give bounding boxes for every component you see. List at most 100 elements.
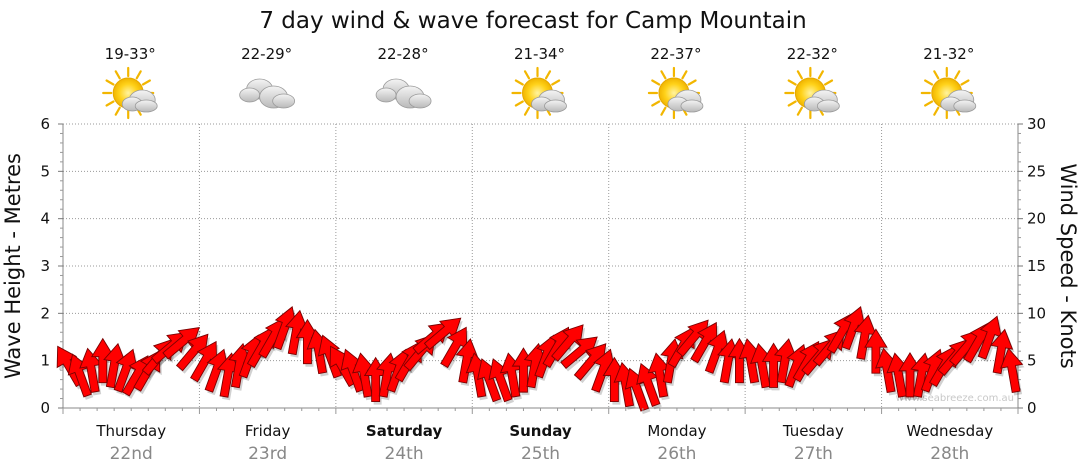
day-name-label: Tuesday xyxy=(782,422,844,440)
right-tick-label: 10 xyxy=(1027,304,1046,322)
sun-cloud-icon xyxy=(920,66,977,120)
sun-ray xyxy=(681,70,688,80)
cloud-puff xyxy=(239,87,261,103)
sun-ray xyxy=(817,70,824,80)
temperature-range-label: 22-37° xyxy=(650,45,701,63)
wind-arrow xyxy=(704,329,730,374)
sun-ray xyxy=(660,70,667,80)
day-name-label: Monday xyxy=(647,422,706,440)
sun-ray xyxy=(687,79,697,86)
cloud-icon xyxy=(239,78,296,109)
right-tick-label: 30 xyxy=(1027,115,1046,133)
temperature-range-label: 21-32° xyxy=(923,45,974,63)
right-tick-label: 0 xyxy=(1027,399,1037,417)
sun-ray xyxy=(523,70,531,80)
left-tick-label: 6 xyxy=(40,115,50,133)
sun-ray xyxy=(823,79,834,86)
day-date-label: 28th xyxy=(930,444,969,464)
sun-ray xyxy=(523,106,531,116)
right-tick-label: 15 xyxy=(1027,257,1046,275)
day-date-label: 23rd xyxy=(248,444,287,464)
wind-arrow xyxy=(285,309,309,356)
x-axis-day-labels: Thursday 22nd Friday 23rd Saturday 24th Sunday… xyxy=(62,408,1019,464)
sun-ray xyxy=(514,100,524,107)
wind-arrow xyxy=(162,327,200,360)
sun-cloud-icon xyxy=(102,66,158,120)
cloud-puff xyxy=(272,93,296,109)
temperature-range-label: 21-34° xyxy=(514,45,565,63)
sun-ray xyxy=(514,79,524,86)
cloud-puff xyxy=(680,99,704,113)
day-name-label: Wednesday xyxy=(906,422,993,440)
temperature-range-label: 22-28° xyxy=(378,45,429,63)
cloud-puff xyxy=(375,87,397,103)
wind-arrow xyxy=(841,306,866,351)
sun-ray xyxy=(954,70,961,80)
sun-ray xyxy=(135,70,142,80)
sun-cloud-icon xyxy=(511,66,567,120)
left-tick-label: 5 xyxy=(40,162,50,180)
wind-arrow xyxy=(440,326,468,369)
sun-ray xyxy=(651,100,661,107)
left-axis-label: Wave Height - Metres xyxy=(1,153,25,379)
sun-ray xyxy=(105,100,115,107)
right-tick-label: 25 xyxy=(1027,162,1046,180)
sun-ray xyxy=(924,100,934,107)
right-tick-label: 5 xyxy=(1027,352,1037,370)
sun-ray xyxy=(105,79,115,86)
left-tick-label: 4 xyxy=(40,210,50,228)
left-tick-label: 2 xyxy=(40,304,50,322)
wind-arrow xyxy=(175,333,209,372)
wind-arrow xyxy=(560,336,598,370)
weather-forecast-row: 19-33° 22-29° 22-28° 21-34° 22-37° 22-32° 21-3… xyxy=(102,45,977,120)
day-date-label: 24th xyxy=(385,444,424,464)
chart-title: 7 day wind & wave forecast for Camp Moun… xyxy=(259,8,806,34)
sun-ray xyxy=(933,106,940,116)
left-tick-label: 3 xyxy=(40,257,50,275)
cloud-puff xyxy=(544,99,567,113)
sun-ray xyxy=(787,79,797,86)
temperature-range-label: 22-29° xyxy=(241,45,292,63)
sun-ray xyxy=(787,100,797,107)
day-date-label: 26th xyxy=(657,444,696,464)
wind-arrow xyxy=(690,321,718,364)
cloud-puff xyxy=(953,99,977,113)
sun-ray xyxy=(933,70,940,80)
wind-arrow xyxy=(455,338,479,384)
wind-arrow xyxy=(103,342,127,389)
temperature-range-label: 22-32° xyxy=(787,45,838,63)
left-tick-label: 0 xyxy=(40,399,50,417)
cloud-puff xyxy=(134,99,158,113)
cloud-puff xyxy=(408,93,432,109)
right-axis-label: Wind Speed - Knots xyxy=(1056,163,1080,368)
wind-arrow xyxy=(853,314,877,360)
day-name-label: Sunday xyxy=(509,422,572,440)
left-axis: 0 1 2 3 4 5 6 xyxy=(40,115,63,417)
sun-ray xyxy=(924,79,934,86)
wind-arrow xyxy=(1000,347,1024,394)
left-tick-label: 1 xyxy=(40,352,50,370)
wind-arrows xyxy=(56,306,1025,415)
wind-arrow xyxy=(551,324,584,362)
wind-arrow xyxy=(190,340,218,383)
sun-ray xyxy=(114,70,121,80)
day-date-label: 25th xyxy=(521,444,560,464)
sun-ray xyxy=(551,79,561,86)
wind-arrow xyxy=(423,317,462,351)
sun-ray xyxy=(796,70,803,80)
day-date-label: 22nd xyxy=(110,444,153,464)
wind-arrow xyxy=(647,352,671,398)
temperature-range-label: 19-33° xyxy=(105,45,156,63)
right-tick-label: 20 xyxy=(1027,210,1046,228)
sun-ray xyxy=(544,70,552,80)
wind-arrow xyxy=(864,328,888,374)
day-name-label: Friday xyxy=(245,422,291,440)
watermark: www.seabreeze.com.au xyxy=(896,393,1014,404)
sun-ray xyxy=(960,79,970,86)
day-name-label: Thursday xyxy=(95,422,166,440)
cloud-puff xyxy=(816,99,840,113)
sun-ray xyxy=(114,106,121,116)
right-axis: 0 5 10 15 20 25 30 xyxy=(1018,115,1046,417)
sun-ray xyxy=(651,79,661,86)
